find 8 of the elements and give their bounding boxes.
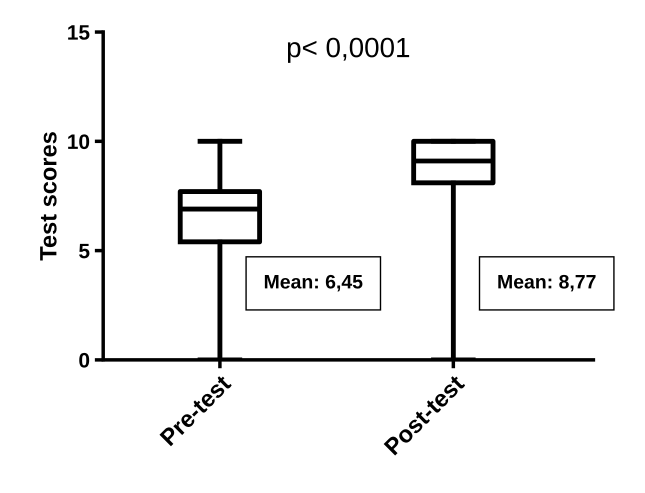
- y-tick-label: 5: [79, 244, 90, 258]
- annotation: Mean: 6,45: [264, 274, 362, 292]
- chart-title: p< 0,0001: [288, 38, 410, 63]
- y-tick-label: 10: [68, 134, 90, 150]
- y-axis-title: Test scores: [40, 132, 57, 260]
- y-tick-label: 15: [68, 25, 90, 40]
- y-tick-label: 0: [79, 352, 90, 368]
- annotation: Mean: 8,77: [498, 274, 596, 292]
